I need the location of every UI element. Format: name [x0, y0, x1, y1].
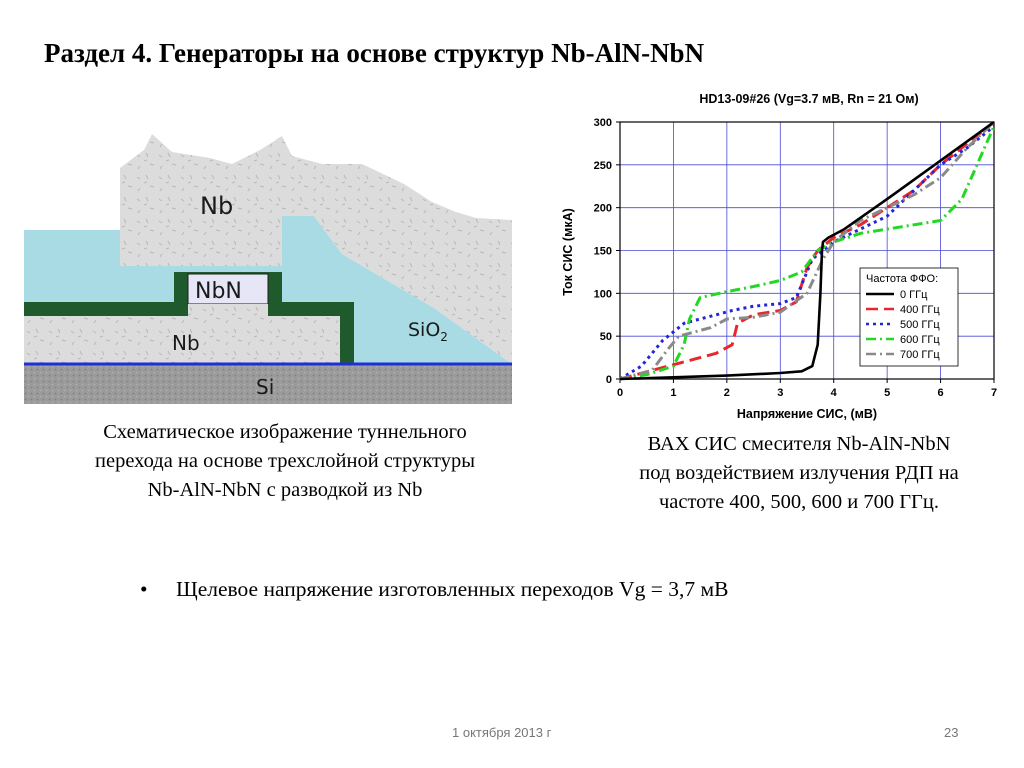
label-nb-top: Nb [200, 192, 233, 220]
label-si: Si [256, 375, 274, 399]
bullet-text: Щелевое напряжение изготовленных переход… [176, 577, 729, 601]
junction-schematic: Nb NbN Nb SiO2 Si [24, 134, 512, 404]
legend-title: Частота ФФО: [866, 273, 938, 285]
legend-box [859, 267, 959, 367]
nb-top-wiring [120, 134, 512, 364]
label-sio2: SiO2 [408, 319, 448, 344]
iv-chart: HD13-09#26 (Vg=3.7 мВ, Rn = 21 Ом) 0 1 2 3 4… [561, 92, 997, 421]
y-tick-label: 0 [606, 374, 612, 386]
series-line-3 [619, 125, 996, 381]
x-tick-label: 5 [884, 387, 890, 399]
legend-label: 500 ГГц [900, 319, 940, 331]
x-tick-label: 1 [670, 387, 676, 399]
y-tick-label: 100 [594, 288, 612, 300]
insulation-layer [24, 272, 354, 364]
label-nbn: NbN [195, 279, 242, 304]
caption-line: частоте 400, 500, 600 и 700 ГГц. [658, 491, 939, 513]
x-tick-label: 4 [831, 387, 838, 399]
legend: Частота ФФО: 0 ГГц 400 ГГц 500 ГГц 600 ГГц 7… [859, 267, 959, 367]
footer-date: 1 октября 2013 г [452, 725, 552, 740]
schematic-caption: Схематическое изображение туннельного пе… [30, 418, 540, 505]
caption-line: перехода на основе трехслойной структуры [95, 450, 475, 472]
x-tick-label: 2 [724, 387, 730, 399]
series-line-0 [619, 120, 995, 381]
y-tick-label: 300 [594, 117, 612, 129]
legend-label: 700 ГГц [900, 349, 940, 361]
axis-ticks: 0 1 2 3 4 5 6 7 0 50 100 150 200 250 300 [594, 117, 997, 399]
x-tick-label: 7 [991, 387, 997, 399]
chart-title: HD13-09#26 (Vg=3.7 мВ, Rn = 21 Ом) [699, 92, 918, 106]
legend-label: 400 ГГц [900, 304, 940, 316]
plot-caption: ВАХ СИС смесителя Nb-AlN-NbN под воздейс… [590, 430, 1008, 517]
nb-bottom-electrode [24, 316, 346, 364]
caption-line: под воздействием излучения РДП на [639, 462, 959, 484]
label-nb-bottom: Nb [172, 331, 200, 355]
legend-label: 600 ГГц [900, 334, 940, 346]
legend-label: 0 ГГц [900, 289, 928, 301]
series-lines [619, 120, 996, 381]
y-tick-label: 250 [594, 160, 612, 172]
y-tick-label: 150 [594, 246, 612, 258]
y-tick-label: 50 [600, 331, 612, 343]
page-number: 23 [944, 725, 959, 740]
x-axis-label: Напряжение СИС, (мВ) [737, 407, 877, 421]
x-tick-label: 0 [617, 387, 623, 399]
series-line-2 [619, 125, 995, 381]
x-tick-label: 3 [777, 387, 783, 399]
caption-line: Nb-AlN-NbN с разводкой из Nb [147, 479, 423, 501]
y-tick-label: 200 [594, 203, 612, 215]
y-axis-label: Ток СИС (мкА) [561, 208, 575, 296]
nbn-layer [187, 273, 269, 305]
bullet-icon: • [140, 577, 148, 601]
legend-items: 0 ГГц 400 ГГц 500 ГГц 600 ГГц 700 ГГц [866, 289, 940, 361]
caption-line: ВАХ СИС смесителя Nb-AlN-NbN [647, 433, 951, 455]
x-tick-label: 6 [938, 387, 944, 399]
si-substrate [24, 364, 512, 404]
slide-title: Раздел 4. Генераторы на основе структур … [44, 38, 705, 68]
caption-line: Схематическое изображение туннельного [103, 421, 467, 443]
nbn-base [188, 304, 268, 316]
